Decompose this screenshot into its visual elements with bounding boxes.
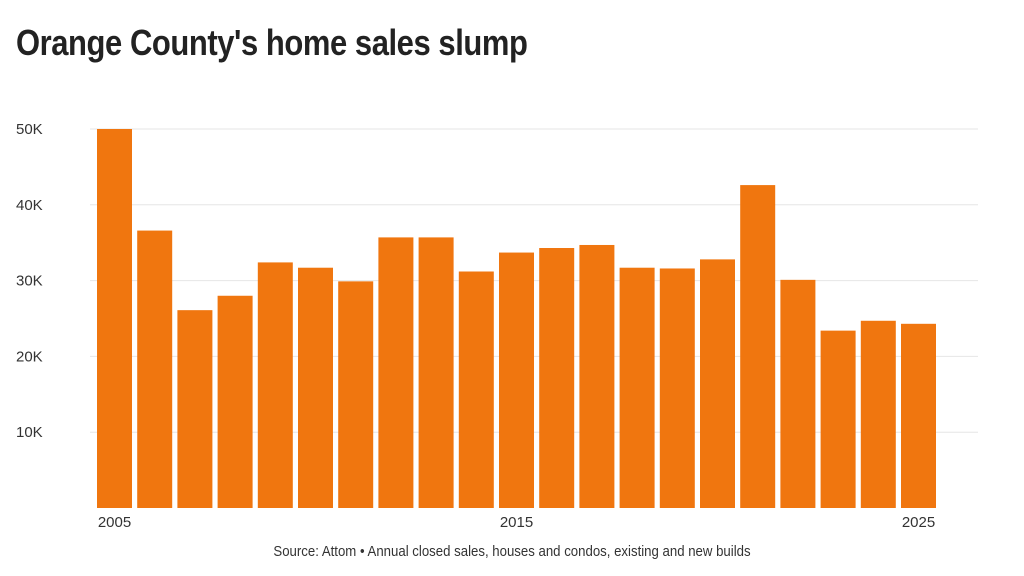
bar-2007 <box>177 310 213 508</box>
bar-2025 <box>901 323 936 508</box>
x-tick-label: 2005 <box>98 514 131 531</box>
bar-2009 <box>257 262 293 508</box>
bar-2008 <box>217 295 253 508</box>
bar-2022 <box>780 279 816 508</box>
bar-2015 <box>499 252 534 508</box>
bar-2019 <box>659 268 695 508</box>
bar-2006 <box>137 230 173 508</box>
bar-2013 <box>418 237 454 509</box>
bar-2005 <box>97 129 132 508</box>
y-tick-label: 50K <box>16 121 43 138</box>
y-tick-label: 40K <box>16 197 43 214</box>
bar-2021 <box>740 185 776 509</box>
bar-2020 <box>700 259 735 508</box>
chart-source: Source: Attom • Annual closed sales, hou… <box>273 543 751 560</box>
y-tick-label: 10K <box>16 424 43 441</box>
bar-2024 <box>860 320 896 508</box>
bar-2016 <box>539 248 575 509</box>
x-tick-label: 2025 <box>902 514 935 531</box>
bar-2010 <box>298 267 333 508</box>
bar-2012 <box>378 237 414 509</box>
chart-title: Orange County's home sales slump <box>16 22 528 63</box>
bar-2017 <box>579 244 615 508</box>
bar-2018 <box>619 267 655 508</box>
x-tick-label: 2015 <box>500 514 533 531</box>
y-tick-label: 20K <box>16 348 43 365</box>
y-tick-label: 30K <box>16 273 43 290</box>
bar-2011 <box>338 281 374 508</box>
bar-2023 <box>820 330 856 508</box>
bar-2014 <box>458 271 494 508</box>
